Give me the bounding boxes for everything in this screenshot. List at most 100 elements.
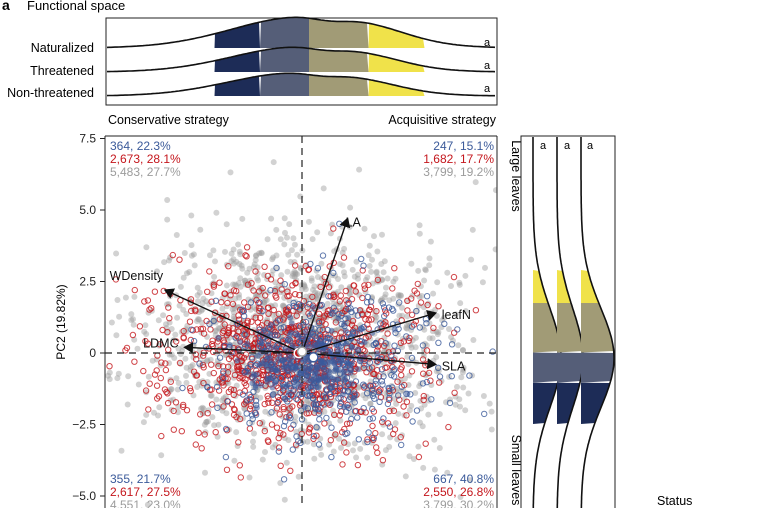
data-point	[367, 400, 374, 407]
data-point	[362, 316, 369, 323]
data-point	[170, 426, 178, 433]
data-point	[451, 389, 458, 396]
data-point	[194, 284, 201, 291]
data-point	[409, 418, 416, 425]
data-point	[386, 297, 393, 304]
data-point	[224, 299, 231, 307]
data-point	[368, 316, 375, 323]
data-point	[367, 382, 375, 390]
data-point	[203, 298, 210, 305]
data-point	[269, 256, 276, 263]
data-point	[374, 248, 381, 255]
data-point	[213, 383, 221, 391]
data-point	[171, 355, 178, 361]
data-point	[149, 357, 156, 364]
data-point	[392, 275, 399, 282]
data-point	[165, 304, 172, 311]
data-point	[364, 274, 371, 281]
data-point	[435, 329, 442, 336]
data-point	[113, 332, 120, 339]
data-point	[246, 474, 253, 481]
data-point	[175, 345, 182, 352]
row-letter-threatened: a	[484, 60, 491, 72]
data-point	[243, 253, 250, 260]
data-point	[183, 379, 190, 386]
data-point	[379, 231, 385, 238]
data-point	[268, 366, 275, 373]
data-point	[436, 379, 443, 386]
data-point	[326, 263, 333, 270]
data-point	[192, 351, 200, 358]
data-point	[283, 414, 290, 421]
data-point	[360, 381, 367, 388]
right-letter-2: a	[564, 140, 571, 152]
data-point	[223, 466, 231, 473]
data-point	[315, 384, 322, 391]
density-band	[214, 76, 260, 96]
data-point	[180, 403, 187, 411]
data-point	[401, 412, 408, 419]
data-point	[415, 443, 422, 450]
data-point	[314, 295, 321, 302]
data-point	[436, 373, 444, 380]
data-point	[422, 440, 429, 447]
data-point	[281, 314, 288, 321]
data-point	[231, 457, 238, 464]
data-point	[311, 401, 318, 408]
data-point	[486, 400, 493, 407]
data-point	[294, 271, 301, 278]
data-point	[275, 448, 282, 455]
data-point	[310, 304, 316, 310]
data-point	[323, 414, 330, 422]
data-point	[204, 358, 211, 365]
data-point	[346, 420, 353, 427]
data-point	[369, 405, 376, 413]
data-point	[341, 273, 348, 280]
data-point	[355, 271, 361, 278]
data-point	[445, 423, 452, 431]
data-point	[202, 343, 210, 351]
data-point	[208, 298, 215, 305]
data-point	[319, 393, 327, 400]
data-point	[362, 277, 369, 283]
data-point	[338, 357, 344, 364]
data-point	[371, 308, 378, 315]
data-point	[172, 331, 179, 338]
data-point	[208, 392, 215, 399]
right-density-curve	[580, 137, 615, 508]
data-point	[239, 306, 246, 313]
data-point	[187, 387, 194, 395]
y-tick-label: 5.0	[79, 203, 96, 217]
data-point	[275, 356, 282, 363]
data-point	[276, 411, 283, 418]
data-point	[237, 306, 244, 313]
data-point	[248, 280, 255, 287]
data-point	[341, 269, 347, 276]
right-density-plot: a a a	[520, 135, 616, 508]
data-point	[320, 185, 327, 192]
data-point	[253, 252, 260, 259]
data-point	[283, 459, 290, 466]
data-point	[318, 340, 325, 347]
data-point	[204, 357, 211, 364]
data-point	[394, 378, 401, 385]
data-point	[287, 314, 294, 321]
data-point	[391, 326, 398, 333]
data-point	[222, 425, 230, 433]
data-point	[336, 387, 344, 394]
data-point	[448, 373, 455, 380]
data-point	[277, 325, 285, 332]
data-point	[292, 271, 299, 278]
data-point	[386, 423, 394, 430]
data-point	[261, 327, 268, 334]
data-point	[203, 418, 210, 425]
data-point	[168, 386, 175, 393]
data-point	[261, 427, 268, 435]
data-point	[314, 265, 322, 272]
data-point	[292, 279, 299, 286]
data-point	[177, 283, 184, 290]
data-point	[247, 306, 254, 313]
data-point	[292, 262, 299, 269]
row-letter-naturalized: a	[484, 37, 491, 49]
